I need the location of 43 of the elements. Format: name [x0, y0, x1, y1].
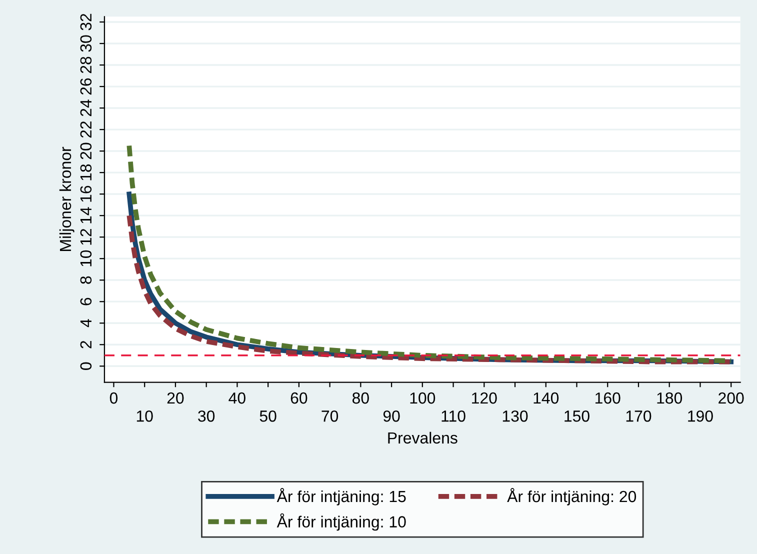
y-tick-label: 18 [80, 164, 92, 180]
x2-tick-label: 10 [136, 410, 153, 422]
x2-tick-label: 110 [442, 410, 466, 422]
x-tick-label: 100 [410, 392, 436, 404]
x-tick-label: 180 [657, 392, 682, 404]
y-tick-label: 20 [80, 142, 92, 160]
x2-tick-label: 150 [564, 410, 590, 422]
x-tick-label: 40 [228, 392, 246, 404]
y-tick-label: 26 [80, 78, 92, 95]
x-tick-label: 80 [352, 392, 369, 404]
y-tick-label: 6 [80, 298, 92, 306]
x2-tick-label: 90 [383, 410, 400, 422]
y-tick-label: 32 [80, 14, 92, 30]
x-tick-label: 160 [596, 392, 620, 404]
x2-tick-label: 70 [322, 410, 338, 422]
x2-tick-label: 170 [626, 410, 652, 422]
y-tick-label: 2 [80, 340, 92, 348]
y-tick-label: 8 [80, 276, 92, 284]
y-axis-title: Miljoner kronor [59, 146, 74, 251]
x-tick-label: 20 [167, 392, 184, 404]
x-tick-label: 140 [534, 392, 559, 404]
y-tick-label: 12 [80, 229, 92, 245]
legend-label: År för intjäning: 10 [276, 513, 406, 531]
legend-label: År för intjäning: 15 [276, 488, 406, 506]
x-axis-title: Prevalens [388, 432, 458, 444]
y-tick-label: 22 [80, 121, 92, 138]
y-tick-label: 16 [80, 186, 92, 202]
x-tick-label: 120 [472, 392, 497, 404]
y-tick-label: 24 [80, 100, 92, 116]
y-tick-label: 28 [80, 56, 92, 74]
y-tick-label: 14 [80, 207, 92, 224]
y-tick-label: 0 [80, 362, 92, 370]
x2-tick-label: 130 [502, 410, 528, 422]
y-tick-label: 30 [80, 35, 92, 52]
x2-tick-label: 30 [198, 410, 215, 422]
x-tick-label: 60 [290, 392, 308, 404]
y-tick-label: 4 [80, 319, 92, 328]
x2-tick-label: 50 [260, 410, 276, 422]
x-tick-label: 200 [718, 392, 744, 404]
x2-tick-label: 190 [688, 410, 713, 422]
y-tick-label: 10 [80, 250, 92, 266]
x-tick-label: 0 [110, 392, 118, 404]
legend-label: År för intjäning: 20 [507, 488, 636, 506]
